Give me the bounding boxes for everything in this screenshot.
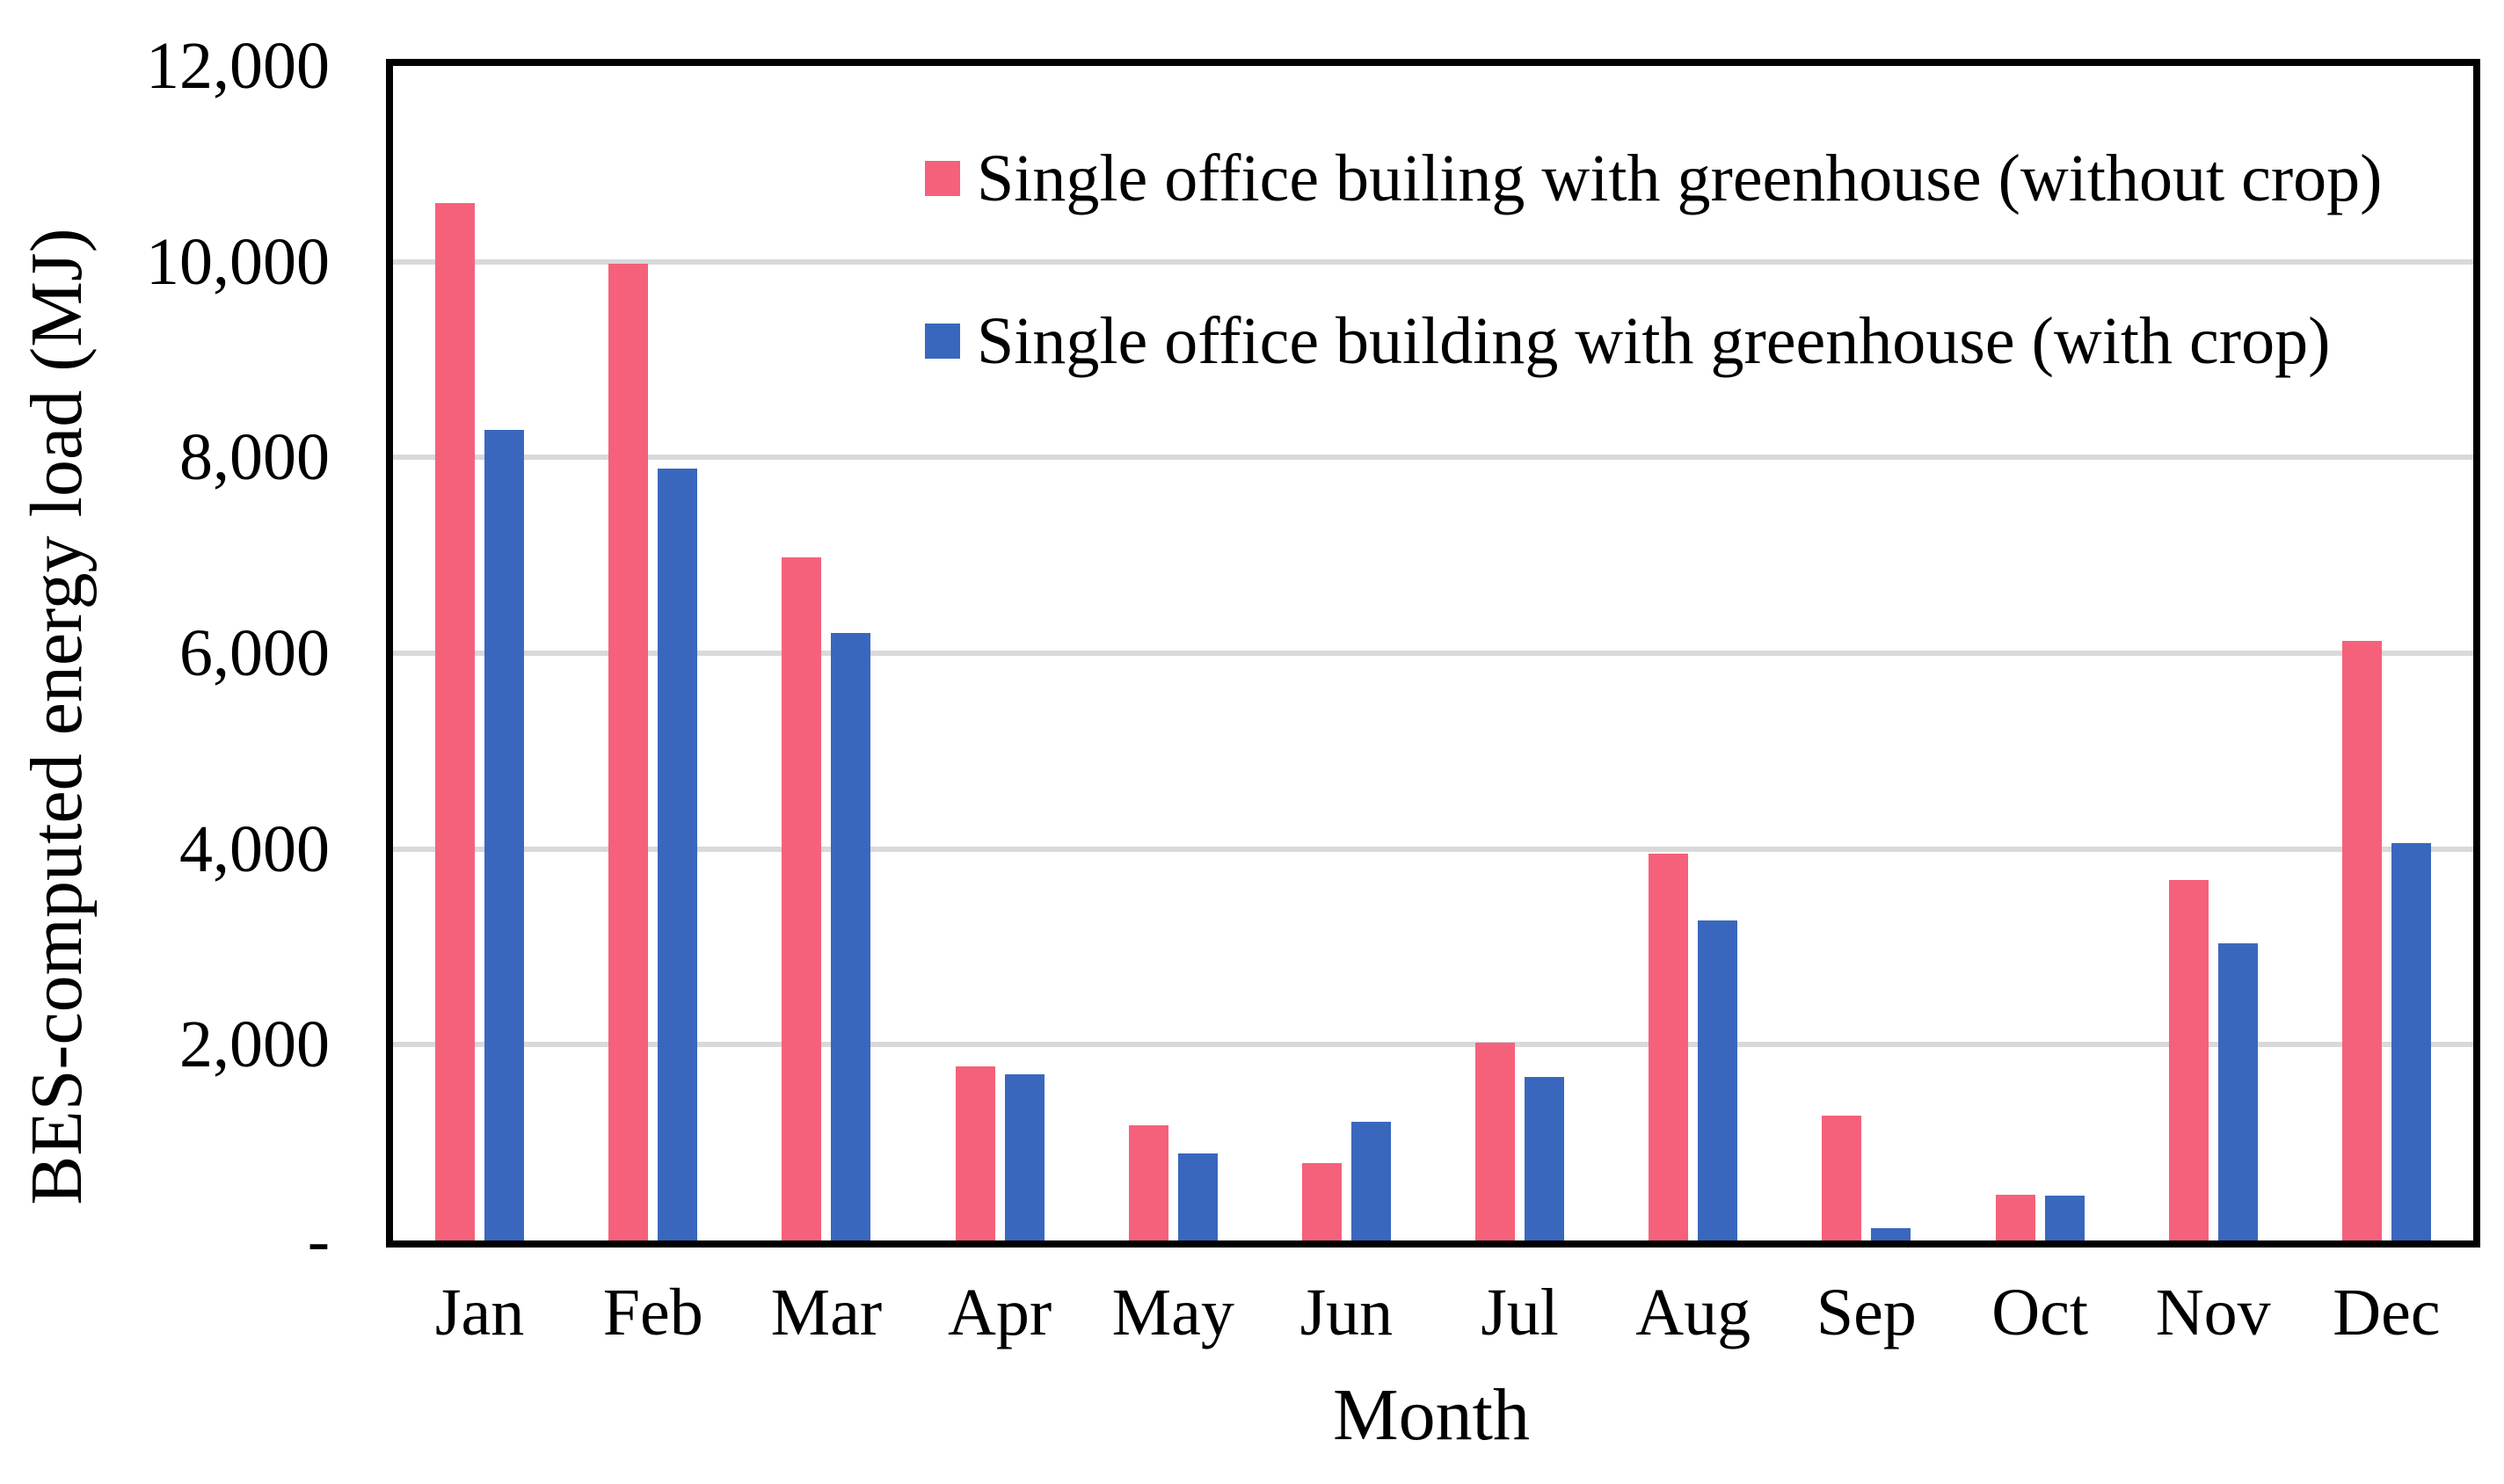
legend-swatch-without-crop-icon (925, 161, 960, 196)
legend-label-without-crop: Single office builing with greenhouse (w… (977, 142, 2383, 215)
bar-may-without-crop (1128, 1124, 1168, 1240)
y-tick-label-12000: 12,000 (146, 29, 330, 103)
x-tick-label-oct: Oct (1991, 1276, 2088, 1349)
bar-oct-without-crop (1995, 1194, 2035, 1240)
bar-apr-without-crop (955, 1066, 995, 1240)
bar-jul-with-crop (1525, 1077, 1565, 1240)
bar-dec-with-crop (2391, 843, 2431, 1240)
y-tick-label-8000: 8,000 (179, 420, 330, 495)
x-tick-label-may: May (1111, 1276, 1234, 1349)
legend: Single office builing with greenhouse (w… (925, 139, 2383, 381)
bar-sep-without-crop (1822, 1115, 1862, 1240)
plot-inner (393, 66, 2473, 1240)
bar-may-with-crop (1177, 1153, 1218, 1240)
bar-apr-with-crop (1004, 1073, 1045, 1240)
bar-feb-with-crop (658, 468, 698, 1240)
bar-oct-with-crop (2044, 1195, 2085, 1240)
bar-jun-with-crop (1350, 1122, 1391, 1240)
gridline (393, 846, 2473, 852)
bar-mar-without-crop (782, 556, 822, 1240)
bar-jul-without-crop (1475, 1043, 1516, 1240)
bar-nov-with-crop (2217, 942, 2258, 1240)
x-tick-label-aug: Aug (1635, 1276, 1751, 1349)
x-tick-label-feb: Feb (602, 1276, 703, 1349)
legend-label-with-crop: Single office building with greenhouse (… (977, 304, 2331, 378)
bar-aug-with-crop (1698, 920, 1738, 1240)
gridline (393, 651, 2473, 656)
x-tick-label-jul: Jul (1481, 1276, 1559, 1349)
legend-swatch-with-crop-icon (925, 324, 960, 359)
x-tick-label-mar: Mar (770, 1276, 883, 1349)
bar-nov-without-crop (2168, 880, 2209, 1240)
y-tick-label-2000: 2,000 (179, 1008, 330, 1082)
bar-sep-with-crop (1871, 1227, 1911, 1240)
legend-item-without-crop: Single office builing with greenhouse (w… (925, 139, 2383, 218)
bar-dec-without-crop (2341, 640, 2382, 1240)
bar-aug-without-crop (1649, 854, 1689, 1240)
bar-jun-without-crop (1301, 1163, 1342, 1240)
y-tick-label-10000: 10,000 (146, 224, 330, 299)
bar-feb-without-crop (608, 263, 649, 1240)
y-tick-label-0: - (307, 1204, 330, 1277)
gridline (393, 258, 2473, 265)
x-tick-label-jun: Jun (1299, 1276, 1394, 1349)
gridline (393, 455, 2473, 461)
y-tick-label-4000: 4,000 (179, 811, 330, 886)
x-tick-label-sep: Sep (1816, 1276, 1917, 1349)
gridline (393, 1042, 2473, 1048)
x-tick-label-apr: Apr (947, 1276, 1052, 1349)
x-axis-title: Month (1332, 1374, 1531, 1456)
legend-item-with-crop: Single office building with greenhouse (… (925, 302, 2383, 381)
bar-jan-with-crop (484, 430, 525, 1240)
x-tick-label-jan: Jan (434, 1276, 525, 1349)
x-tick-label-nov: Nov (2155, 1276, 2271, 1349)
bar-jan-without-crop (435, 202, 476, 1240)
bar-mar-with-crop (831, 632, 871, 1240)
y-tick-label-6000: 6,000 (179, 616, 330, 690)
x-tick-label-dec: Dec (2333, 1276, 2441, 1349)
plot-area-frame: Single office builing with greenhouse (w… (386, 59, 2480, 1248)
